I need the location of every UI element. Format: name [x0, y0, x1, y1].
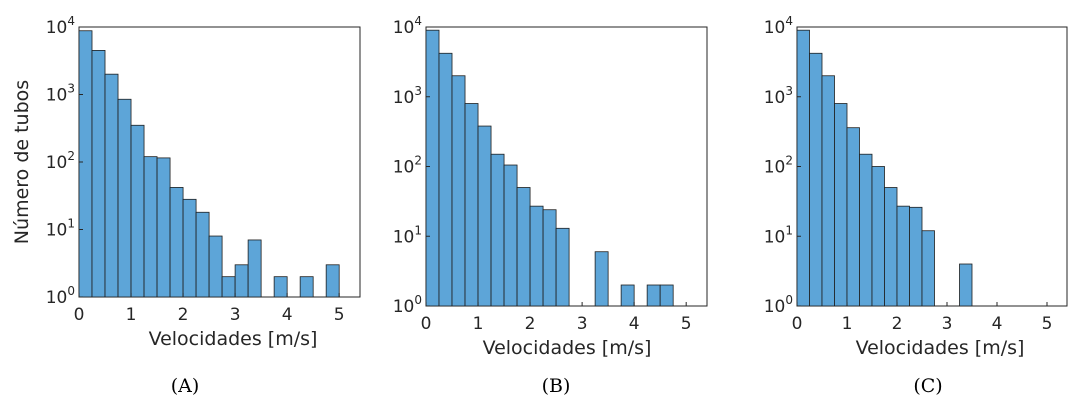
- histogram-bar: [959, 263, 973, 307]
- y-axis-label: Número de tubos: [11, 80, 33, 244]
- histogram-bar: [182, 198, 197, 298]
- x-tick-label: 1: [473, 314, 484, 334]
- histogram-bar: [821, 75, 835, 307]
- histogram-bar: [143, 156, 158, 298]
- histogram-bar: [555, 227, 570, 307]
- histogram-bar: [273, 276, 288, 298]
- histogram-bar: [208, 235, 223, 298]
- panel-label: (C): [913, 375, 942, 397]
- histogram-bar: [594, 251, 609, 307]
- y-tick-label: 102: [393, 154, 422, 178]
- histogram-bar: [490, 153, 505, 307]
- x-tick-label: 0: [792, 314, 803, 334]
- panel-label: (A): [171, 375, 200, 397]
- panel-label: (B): [542, 375, 571, 397]
- x-tick-label: 2: [525, 314, 536, 334]
- histogram-bar: [909, 206, 923, 307]
- histogram-bar: [477, 125, 492, 307]
- histogram-bar: [464, 103, 479, 307]
- histogram-bar: [796, 29, 810, 307]
- histogram-bar: [325, 264, 340, 298]
- y-tick-label: 104: [393, 14, 422, 38]
- histogram-bar: [234, 264, 249, 298]
- y-tick-label: 104: [764, 14, 793, 38]
- histogram-bar: [130, 124, 145, 298]
- histogram-bar: [451, 75, 466, 307]
- x-tick-label: 0: [74, 305, 85, 325]
- histogram-bar: [921, 230, 935, 307]
- histogram-bar: [659, 284, 674, 307]
- histogram-bar: [896, 205, 910, 307]
- y-tick-label: 101: [764, 223, 793, 247]
- y-tick-label: 102: [764, 154, 793, 178]
- histogram-bar: [503, 164, 518, 307]
- x-axis-label: Velocidades [m/s]: [149, 328, 318, 350]
- y-tick-label: 103: [393, 84, 422, 108]
- y-tick-label: 103: [46, 82, 75, 106]
- y-tick-label: 102: [46, 149, 75, 173]
- histogram-bar: [169, 187, 184, 298]
- histogram-bar: [425, 29, 440, 307]
- x-tick-label: 4: [282, 305, 293, 325]
- histogram-bar: [299, 276, 314, 298]
- y-tick-label: 100: [764, 293, 793, 317]
- x-tick-label: 4: [992, 314, 1003, 334]
- y-tick-label: 101: [393, 223, 422, 247]
- histogram-bar: [117, 98, 132, 298]
- histogram-bar: [247, 239, 262, 298]
- histogram-bar: [542, 209, 557, 307]
- histogram-bar: [809, 52, 823, 307]
- histogram-bar: [156, 157, 171, 298]
- histogram-panel-1: 0 1 2 3 4 5 100 101 102 103 104 Velocidades [m/s] Nú…: [11, 14, 361, 397]
- histogram-bar: [104, 73, 119, 298]
- histogram-panel-3: 0 1 2 3 4 5 100 101 102 103 104 Velocidades [m/s] (C…: [764, 14, 1068, 397]
- histogram-bar: [859, 153, 873, 307]
- x-tick-label: 2: [178, 305, 189, 325]
- histogram-bar: [529, 205, 544, 307]
- x-tick-label: 3: [942, 314, 953, 334]
- x-tick-label: 5: [334, 305, 345, 325]
- y-tick-label: 100: [393, 293, 422, 317]
- y-tick-label: 101: [46, 217, 75, 241]
- histogram-bar: [834, 103, 848, 307]
- x-tick-label: 0: [421, 314, 432, 334]
- x-tick-label: 1: [126, 305, 137, 325]
- histogram-bar: [91, 50, 106, 298]
- x-tick-label: 3: [577, 314, 588, 334]
- x-tick-label: 5: [1042, 314, 1053, 334]
- x-tick-label: 2: [892, 314, 903, 334]
- x-axis-label: Velocidades [m/s]: [856, 337, 1025, 359]
- histogram-panel-2: 0 1 2 3 4 5 100 101 102 103 104 Velocidades [m/s] (B…: [393, 14, 708, 397]
- histogram-bar: [646, 284, 661, 307]
- histogram-bar: [438, 52, 453, 307]
- histogram-bar: [884, 187, 898, 307]
- histogram-bar: [78, 30, 93, 298]
- y-tick-label: 100: [46, 284, 75, 308]
- x-tick-label: 5: [681, 314, 692, 334]
- y-tick-label: 104: [46, 14, 75, 38]
- x-tick-label: 4: [629, 314, 640, 334]
- histogram-bar: [846, 127, 860, 307]
- y-tick-label: 103: [764, 84, 793, 108]
- x-tick-label: 3: [230, 305, 241, 325]
- x-axis-label: Velocidades [m/s]: [483, 337, 652, 359]
- histogram-bar: [516, 187, 531, 307]
- histogram-bar: [871, 166, 885, 307]
- histogram-bar: [221, 276, 236, 298]
- histogram-bar: [195, 211, 210, 298]
- x-tick-label: 1: [842, 314, 853, 334]
- histogram-bar: [620, 284, 635, 307]
